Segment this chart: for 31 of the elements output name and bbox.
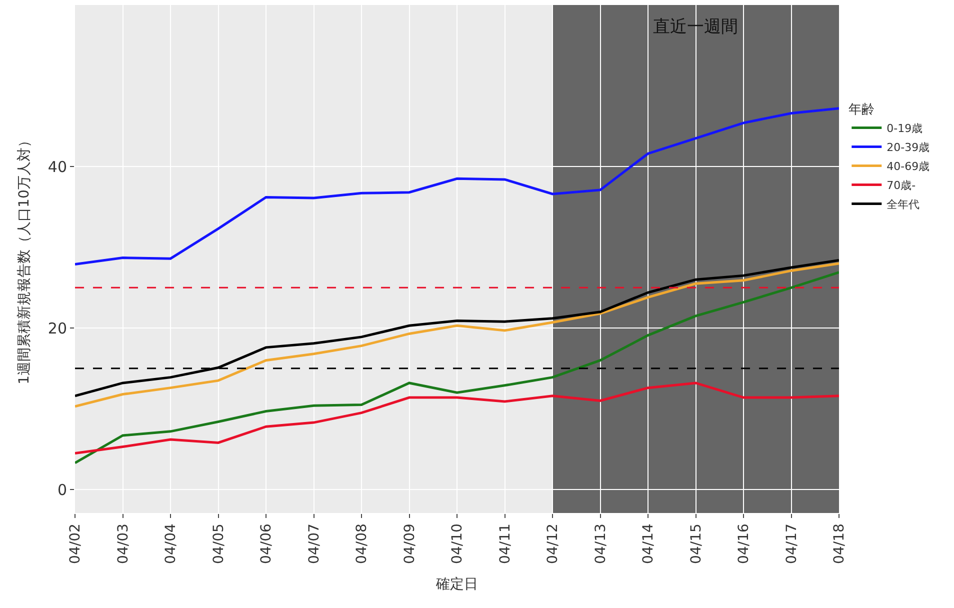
x-tick-label: 04/11	[497, 524, 514, 564]
line-series	[75, 271, 839, 464]
x-tick-label: 04/07	[306, 524, 322, 564]
x-tick-label: 04/08	[354, 524, 370, 564]
line-series	[75, 382, 839, 454]
legend-label: 全年代	[886, 198, 920, 212]
x-tick-label: 04/13	[592, 524, 609, 564]
x-tick-label: 04/09	[402, 524, 418, 564]
x-tick-label: 04/10	[450, 524, 466, 564]
x-tick-label: 04/06	[258, 524, 275, 564]
x-tick-label: 04/17	[784, 524, 800, 564]
y-tick-label: 20	[48, 319, 67, 338]
line-series	[75, 107, 839, 266]
x-tick-label: 04/12	[545, 524, 562, 564]
legend-label: 70歳-	[886, 179, 916, 192]
x-tick-label: 04/14	[640, 524, 657, 564]
legend-label: 40-69歳	[886, 160, 930, 174]
x-tick-label: 04/15	[688, 524, 704, 564]
y-axis-title: 1週間累積新規報告数（人口10万人対）	[16, 134, 33, 384]
x-axis-title: 確定日	[435, 576, 478, 592]
legend-label: 0-19歳	[886, 122, 923, 136]
y-tick-label: 0	[57, 480, 67, 499]
x-tick-label: 04/18	[832, 524, 848, 564]
x-tick-label: 04/02	[68, 524, 84, 564]
legend-title: 年齢	[848, 102, 875, 118]
x-tick-label: 04/16	[736, 524, 752, 564]
legend-label: 20-39歳	[886, 141, 930, 154]
x-tick-label: 04/03	[115, 524, 132, 564]
y-tick-label: 40	[48, 158, 67, 176]
x-tick-label: 04/04	[163, 524, 180, 564]
x-tick-label: 04/05	[210, 524, 227, 564]
